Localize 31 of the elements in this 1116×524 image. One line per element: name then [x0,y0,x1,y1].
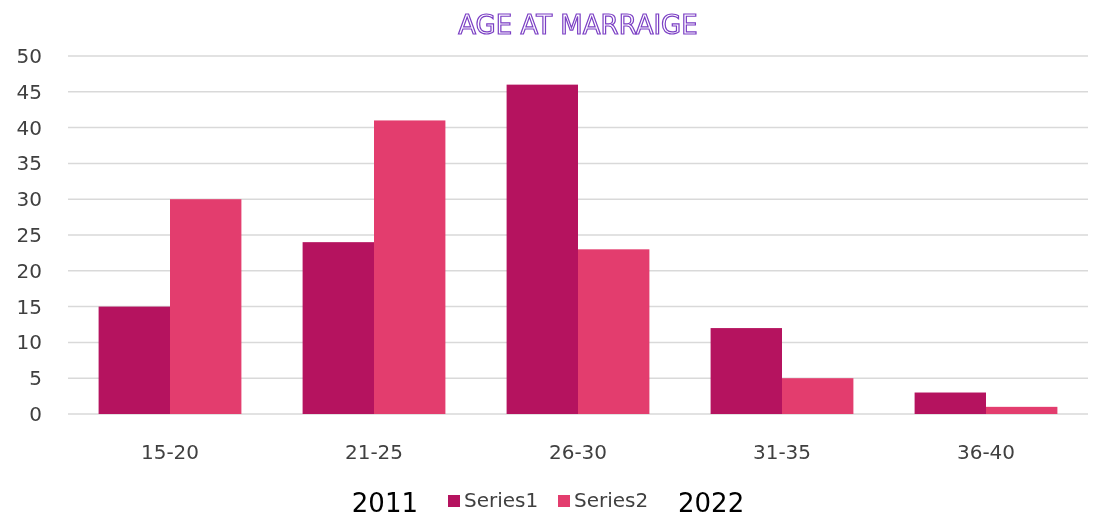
x-tick-label: 21-25 [344,440,404,464]
bar [302,242,374,414]
x-tick-label: 26-30 [548,440,608,464]
bar [710,328,782,414]
y-tick-label: 30 [16,187,42,212]
y-tick-label: 25 [16,223,42,247]
chart-title: AGE AT MARRAIGE [458,10,698,40]
y-tick-label: 50 [16,44,42,68]
y-tick-label: 0 [29,402,42,426]
legend-label: Series1 [464,488,539,512]
x-tick-label: 31-35 [752,440,812,464]
y-tick-label: 45 [16,79,42,104]
bar [782,378,854,414]
text: 2011 [351,488,418,518]
bar [98,306,170,414]
y-tick-label: 10 [16,330,42,355]
bar [986,406,1058,414]
y-tick-label: 20 [16,258,42,283]
y-tick-label: 35 [16,151,42,176]
y-tick-label: 5 [29,366,42,391]
bar [914,392,986,414]
bar [374,120,446,414]
y-tick-label: 15 [16,294,42,319]
y-tick-label: 40 [16,115,42,140]
text: 2022 [678,488,745,518]
bar [170,199,242,414]
legend-label: Series2 [574,488,649,512]
x-tick-label: 15-20 [140,440,200,464]
bar [506,84,578,414]
x-tick-label: 36-40 [956,440,1016,464]
bar [578,249,650,414]
